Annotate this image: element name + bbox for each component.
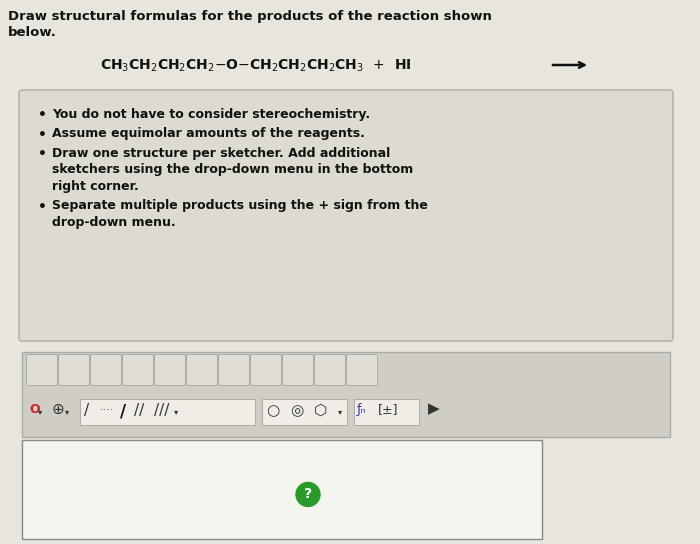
Text: sketchers using the drop-down menu in the bottom: sketchers using the drop-down menu in th…: [52, 164, 413, 176]
FancyBboxPatch shape: [90, 355, 122, 386]
Text: /: /: [84, 403, 89, 418]
Bar: [354, 399, 419, 425]
FancyBboxPatch shape: [251, 355, 281, 386]
Text: right corner.: right corner.: [52, 180, 139, 193]
Text: •: •: [38, 127, 47, 141]
Text: •: •: [38, 200, 47, 213]
FancyBboxPatch shape: [218, 355, 249, 386]
Text: Assume equimolar amounts of the reagents.: Assume equimolar amounts of the reagents…: [52, 127, 365, 140]
Text: ⬡: ⬡: [314, 403, 328, 418]
Text: O: O: [29, 403, 40, 416]
FancyBboxPatch shape: [19, 90, 673, 341]
FancyBboxPatch shape: [122, 355, 153, 386]
Text: ▾: ▾: [174, 407, 179, 416]
Text: ◎: ◎: [290, 403, 303, 418]
FancyBboxPatch shape: [283, 355, 314, 386]
Text: ····: ····: [100, 405, 115, 415]
Circle shape: [296, 483, 320, 506]
Text: ⊕: ⊕: [52, 402, 64, 417]
Text: ▾: ▾: [65, 407, 69, 416]
Text: ○: ○: [266, 403, 279, 418]
Text: ▾: ▾: [338, 407, 342, 416]
Text: ▾: ▾: [38, 407, 42, 416]
Text: ?: ?: [304, 487, 312, 502]
Text: /: /: [120, 403, 126, 421]
FancyBboxPatch shape: [59, 355, 90, 386]
Bar: [262, 399, 347, 425]
FancyBboxPatch shape: [314, 355, 346, 386]
Text: drop-down menu.: drop-down menu.: [52, 216, 176, 229]
Text: •: •: [38, 108, 47, 122]
Text: Draw structural formulas for the products of the reaction shown: Draw structural formulas for the product…: [8, 10, 492, 23]
Text: You do not have to consider stereochemistry.: You do not have to consider stereochemis…: [52, 108, 370, 121]
Text: below.: below.: [8, 26, 57, 39]
Text: [±]: [±]: [378, 403, 398, 416]
Text: //: //: [134, 403, 144, 418]
FancyBboxPatch shape: [155, 355, 186, 386]
Text: Draw one structure per sketcher. Add additional: Draw one structure per sketcher. Add add…: [52, 147, 391, 160]
Bar: [22, 440, 542, 539]
FancyBboxPatch shape: [186, 355, 218, 386]
FancyBboxPatch shape: [346, 355, 377, 386]
Text: Separate multiple products using the + sign from the: Separate multiple products using the + s…: [52, 200, 428, 213]
Text: ƒₙ: ƒₙ: [357, 403, 367, 416]
Bar: [22, 352, 670, 437]
Text: ///: ///: [154, 403, 169, 418]
FancyBboxPatch shape: [27, 355, 57, 386]
Text: ▶: ▶: [428, 401, 440, 416]
Text: CH$_3$CH$_2$CH$_2$CH$_2$$-$O$-$CH$_2$CH$_2$CH$_2$CH$_3$  $+$  HI: CH$_3$CH$_2$CH$_2$CH$_2$$-$O$-$CH$_2$CH$…: [100, 58, 412, 75]
Bar: [80, 399, 255, 425]
Text: •: •: [38, 147, 47, 161]
